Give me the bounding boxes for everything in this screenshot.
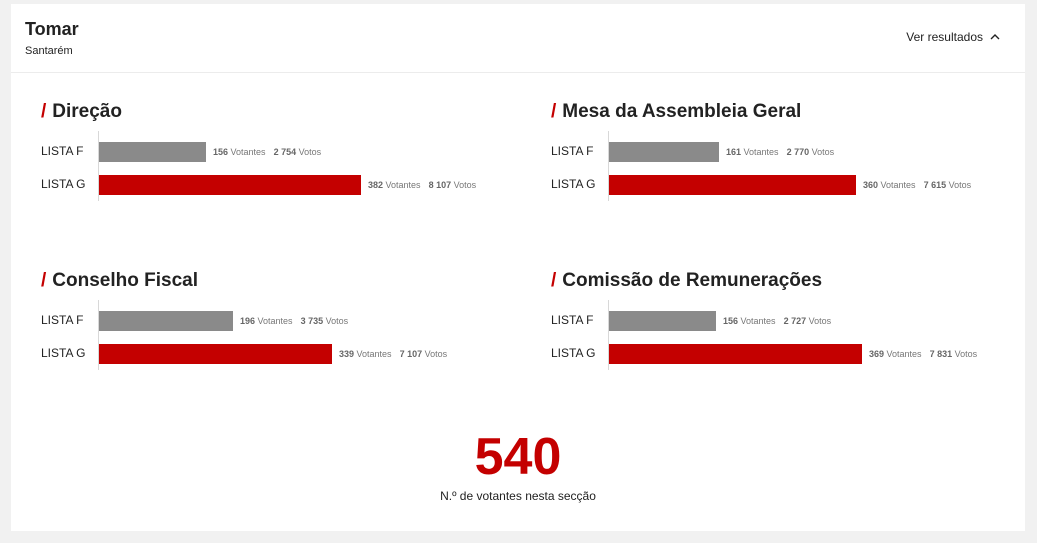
chart-row: LISTA G 382 Votantes 8 107 Votos xyxy=(41,175,501,195)
votos-value: 7 107 xyxy=(399,349,423,359)
chart-title: / Comissão de Remunerações xyxy=(551,270,822,292)
bar-stats: 156 Votantes 2 727 Votos xyxy=(723,316,831,326)
category-label: LISTA G xyxy=(41,177,86,191)
category-label: LISTA G xyxy=(41,346,86,360)
chart-panel: / Mesa da Assembleia Geral LISTA F 161 Vota… xyxy=(551,101,1011,211)
chart-title-text: Mesa da Assembleia Geral xyxy=(562,101,802,122)
votos-value: 8 107 xyxy=(428,180,452,190)
votantes-value: 382 xyxy=(368,180,384,190)
chart-panel: / Direção LISTA F 156 Votantes 2 754 Votos LI… xyxy=(41,101,501,211)
category-label: LISTA G xyxy=(551,346,596,360)
results-card: Tomar Santarém Ver resultados / Direção LI… xyxy=(11,4,1025,531)
votantes-unit: Votantes xyxy=(884,349,922,359)
category-label: LISTA F xyxy=(41,144,84,158)
category-label: LISTA F xyxy=(551,313,594,327)
votantes-unit: Votantes xyxy=(878,180,916,190)
bar-lista-g xyxy=(99,344,332,364)
votantes-unit: Votantes xyxy=(228,147,266,157)
total-voters: 540 N.º de votantes nesta secção xyxy=(11,429,1025,503)
title-slash-icon: / xyxy=(41,270,47,291)
chart-title: / Mesa da Assembleia Geral xyxy=(551,101,801,123)
title-slash-icon: / xyxy=(551,101,557,122)
category-label: LISTA G xyxy=(551,177,596,191)
votos-unit: Votos xyxy=(809,147,835,157)
bar-stats: 369 Votantes 7 831 Votos xyxy=(869,349,977,359)
votos-unit: Votos xyxy=(323,316,349,326)
chevron-up-icon xyxy=(989,31,1001,43)
toggle-results-button[interactable]: Ver resultados xyxy=(906,30,1001,44)
bar-stats: 196 Votantes 3 735 Votos xyxy=(240,316,348,326)
chart-row: LISTA F 161 Votantes 2 770 Votos xyxy=(551,142,1011,162)
votantes-value: 360 xyxy=(863,180,879,190)
votantes-value: 196 xyxy=(240,316,256,326)
title-slash-icon: / xyxy=(41,101,47,122)
chart-row: LISTA F 196 Votantes 3 735 Votos xyxy=(41,311,501,331)
chart-title-text: Comissão de Remunerações xyxy=(562,270,823,291)
votantes-value: 156 xyxy=(723,316,739,326)
bar-stats: 339 Votantes 7 107 Votos xyxy=(339,349,447,359)
votantes-unit: Votantes xyxy=(354,349,392,359)
bar-lista-f xyxy=(99,311,233,331)
votos-value: 7 615 xyxy=(923,180,947,190)
chart-title: / Conselho Fiscal xyxy=(41,270,198,292)
title-slash-icon: / xyxy=(551,270,557,291)
chart-row: LISTA G 339 Votantes 7 107 Votos xyxy=(41,344,501,364)
votos-value: 2 770 xyxy=(786,147,810,157)
chart-axis xyxy=(98,300,99,370)
votantes-unit: Votantes xyxy=(741,147,779,157)
category-label: LISTA F xyxy=(551,144,594,158)
votantes-value: 369 xyxy=(869,349,885,359)
chart-title-text: Conselho Fiscal xyxy=(52,270,198,291)
bar-stats: 156 Votantes 2 754 Votos xyxy=(213,147,321,157)
votos-unit: Votos xyxy=(952,349,978,359)
chart-panel: / Comissão de Remunerações LISTA F 156 Vota… xyxy=(551,270,1011,380)
votos-unit: Votos xyxy=(451,180,477,190)
bar-stats: 382 Votantes 8 107 Votos xyxy=(368,180,476,190)
bar-stats: 360 Votantes 7 615 Votos xyxy=(863,180,971,190)
votantes-unit: Votantes xyxy=(738,316,776,326)
bar-lista-g xyxy=(99,175,361,195)
card-header: Tomar Santarém Ver resultados xyxy=(11,4,1025,73)
district-subtitle: Santarém xyxy=(25,45,73,57)
bar-lista-g xyxy=(609,175,856,195)
bar-lista-f xyxy=(609,142,719,162)
bar-lista-f xyxy=(609,311,716,331)
total-voters-number: 540 xyxy=(474,428,562,486)
votos-unit: Votos xyxy=(946,180,972,190)
chart-row: LISTA F 156 Votantes 2 727 Votos xyxy=(551,311,1011,331)
votantes-value: 156 xyxy=(213,147,229,157)
chart-row: LISTA G 369 Votantes 7 831 Votos xyxy=(551,344,1011,364)
votantes-value: 161 xyxy=(726,147,742,157)
chart-axis xyxy=(608,131,609,201)
total-voters-caption: N.º de votantes nesta secção xyxy=(440,489,596,503)
votos-unit: Votos xyxy=(422,349,448,359)
votos-value: 2 727 xyxy=(783,316,807,326)
votantes-unit: Votantes xyxy=(255,316,293,326)
category-label: LISTA F xyxy=(41,313,84,327)
votos-value: 7 831 xyxy=(929,349,953,359)
chart-title: / Direção xyxy=(41,101,122,123)
chart-axis xyxy=(608,300,609,370)
votos-value: 3 735 xyxy=(300,316,324,326)
votos-unit: Votos xyxy=(806,316,832,326)
bar-stats: 161 Votantes 2 770 Votos xyxy=(726,147,834,157)
votos-value: 2 754 xyxy=(273,147,297,157)
chart-title-text: Direção xyxy=(52,101,122,122)
chart-row: LISTA G 360 Votantes 7 615 Votos xyxy=(551,175,1011,195)
toggle-results-label: Ver resultados xyxy=(906,30,983,44)
chart-axis xyxy=(98,131,99,201)
votantes-unit: Votantes xyxy=(383,180,421,190)
votos-unit: Votos xyxy=(296,147,322,157)
city-title: Tomar xyxy=(25,19,79,39)
chart-panel: / Conselho Fiscal LISTA F 196 Votantes 3 735… xyxy=(41,270,501,380)
bar-lista-f xyxy=(99,142,206,162)
chart-row: LISTA F 156 Votantes 2 754 Votos xyxy=(41,142,501,162)
bar-lista-g xyxy=(609,344,862,364)
votantes-value: 339 xyxy=(339,349,355,359)
